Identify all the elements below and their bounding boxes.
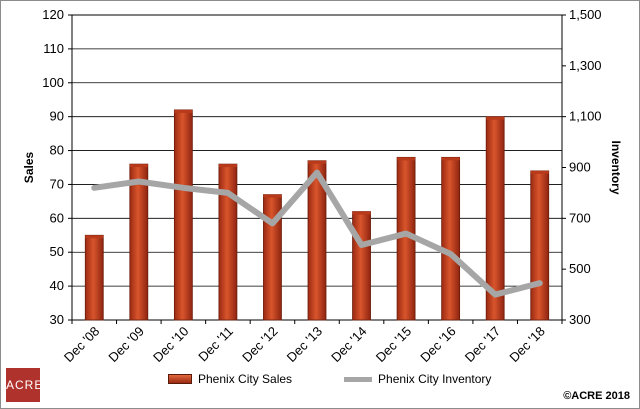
legend-label-sales: Phenix City Sales — [198, 372, 293, 386]
sales-bar — [441, 156, 461, 321]
x-tick-label: Dec '08 — [61, 324, 102, 365]
y-tick-label: 80 — [50, 143, 64, 158]
sales-bar — [129, 163, 149, 321]
sales-bar — [173, 109, 193, 321]
acre-logo: ACRE — [6, 368, 44, 402]
inventory-point — [270, 221, 275, 226]
y2-tick-label: 700 — [569, 210, 591, 225]
inventory-point — [225, 190, 230, 195]
y2-tick-label: 1,100 — [569, 109, 602, 124]
x-tick-label: Dec '18 — [506, 324, 547, 365]
x-tick-label: Dec '10 — [150, 324, 191, 365]
x-tick-label: Dec '14 — [328, 324, 369, 365]
inventory-point — [136, 179, 141, 184]
legend-label-inventory: Phenix City Inventory — [378, 372, 492, 386]
sales-bar-top — [397, 157, 416, 161]
y2-tick-label: 900 — [569, 160, 591, 175]
sales-bar-top — [486, 116, 505, 120]
logo-text-top: ACRE — [6, 378, 44, 392]
legend-swatch-sales — [168, 374, 192, 384]
y-tick-label: 120 — [42, 7, 64, 22]
legend-swatch-inventory — [344, 376, 373, 382]
y-tick-label: 100 — [42, 75, 64, 90]
sales-bar — [218, 163, 238, 321]
x-tick-label: Dec '13 — [284, 324, 325, 365]
inventory-point — [537, 281, 542, 286]
x-tick-label: Dec '09 — [105, 324, 146, 365]
sales-bar-top — [263, 194, 282, 198]
sales-bar-top — [530, 170, 549, 174]
inventory-point — [92, 185, 97, 190]
y2-tick-label: 500 — [569, 261, 591, 276]
x-tick-label: Dec '11 — [195, 324, 236, 365]
inventory-point — [315, 170, 319, 175]
sales-bar-top — [218, 164, 237, 168]
y2-tick-label: 1,500 — [569, 7, 602, 22]
sales-bar-top — [129, 164, 148, 168]
sales-bar-top — [352, 211, 371, 215]
legend-item-sales: Phenix City Sales — [168, 372, 292, 386]
sales-bar — [352, 211, 371, 321]
inventory-point — [359, 243, 364, 248]
sales-bar-top — [85, 235, 104, 239]
sales-bar-top — [308, 160, 326, 164]
x-tick-label: Dec '16 — [417, 324, 458, 365]
sales-bar — [530, 170, 550, 321]
y2-axis-title: Inventory — [609, 140, 623, 194]
y2-tick-label: 1,300 — [569, 58, 602, 73]
sales-bar-top — [174, 109, 193, 113]
y-tick-label: 60 — [50, 210, 64, 225]
y-tick-label: 70 — [50, 176, 64, 191]
y-tick-label: 110 — [43, 41, 64, 56]
x-tick-label: Dec '17 — [462, 324, 503, 365]
y-tick-label: 50 — [50, 244, 64, 259]
y-axis-title: Sales — [22, 151, 36, 183]
copyright-text: ©ACRE 2018 — [563, 390, 630, 402]
y2-tick-label: 300 — [569, 312, 591, 327]
inventory-point — [404, 231, 409, 236]
sales-bar — [84, 234, 104, 321]
x-tick-label: Dec '15 — [373, 324, 414, 365]
inventory-point — [181, 185, 186, 190]
x-tick-label: Dec '12 — [239, 324, 280, 365]
y-tick-label: 40 — [50, 278, 64, 293]
inventory-point — [493, 292, 498, 297]
inventory-point — [448, 251, 453, 256]
legend-item-inventory: Phenix City Inventory — [344, 372, 491, 386]
y-tick-label: 30 — [50, 312, 64, 327]
y-tick-label: 90 — [50, 109, 64, 124]
sales-bar-top — [441, 157, 460, 161]
chart-legend: Phenix City Sales Phenix City Inventory — [168, 372, 543, 386]
